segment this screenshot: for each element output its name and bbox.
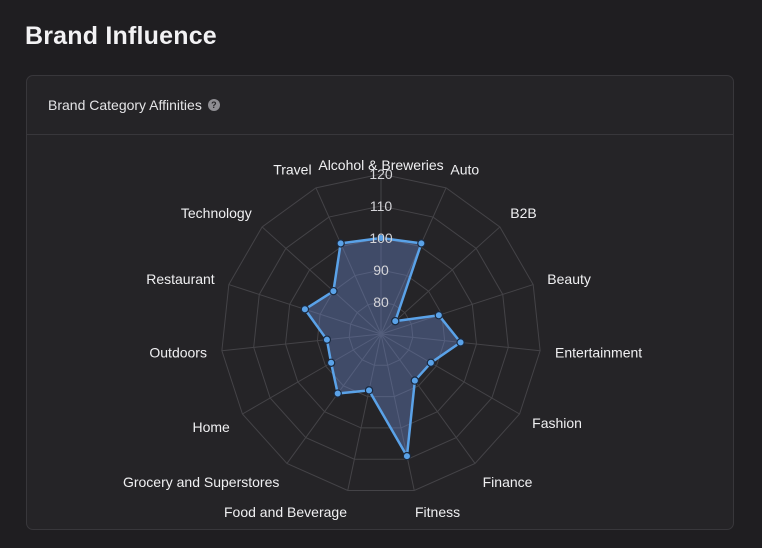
data-point[interactable] [326, 358, 336, 367]
data-point[interactable] [364, 386, 374, 395]
data-point[interactable] [376, 233, 386, 243]
data-point[interactable] [402, 451, 412, 461]
grid-spoke [315, 187, 382, 335]
grid-ring [285, 237, 477, 429]
card-title: Brand Category Affinities [48, 97, 202, 113]
category-label: Home [192, 419, 230, 435]
grid-spoke [347, 333, 382, 491]
grid-ring [253, 205, 509, 460]
category-label: Restaurant [146, 271, 215, 287]
data-point[interactable] [456, 338, 465, 347]
grid-spoke [380, 187, 447, 335]
series-area [303, 236, 462, 458]
grid-ring [221, 173, 541, 492]
category-label: Finance [483, 474, 533, 490]
grid-spoke [221, 333, 382, 352]
grid-spoke [380, 333, 520, 415]
grid-spoke [380, 333, 415, 491]
radar-category-labels: Alcohol & Breweries Auto B2B Beauty Entertai… [123, 157, 642, 520]
category-label: Food and Beverage [224, 504, 347, 520]
data-point[interactable] [300, 305, 310, 314]
data-point[interactable] [391, 316, 400, 326]
data-point[interactable] [434, 311, 444, 320]
category-label: Entertainment [555, 345, 642, 361]
grid-spoke [286, 333, 382, 464]
grid-ring [316, 269, 446, 398]
question-circle-icon[interactable]: ? [207, 99, 220, 111]
grid-spoke [380, 284, 534, 335]
category-label: Technology [181, 205, 252, 221]
category-label: Fashion [532, 415, 582, 431]
grid-spoke [380, 333, 476, 464]
card-header: Brand Category Affinities ? [27, 76, 733, 135]
category-label: B2B [510, 205, 536, 221]
category-label: Alcohol & Breweries [318, 157, 443, 173]
radar-series [300, 233, 465, 461]
data-point[interactable] [336, 239, 345, 248]
grid-spoke [261, 226, 382, 335]
grid-spoke [380, 226, 501, 335]
data-point[interactable] [333, 389, 342, 398]
radar-tick-labels: 80 90 100 110 120 [369, 166, 393, 310]
r-tick-label: 80 [373, 294, 389, 310]
category-label: Travel [273, 161, 311, 177]
data-point[interactable] [410, 376, 420, 385]
category-label: Fitness [415, 504, 460, 520]
grid-spoke [242, 333, 382, 415]
r-tick-label: 90 [373, 262, 389, 278]
data-point[interactable] [329, 286, 338, 296]
r-tick-label: 100 [369, 230, 393, 246]
category-label: Grocery and Superstores [123, 474, 279, 490]
data-point[interactable] [322, 335, 332, 344]
category-label: Outdoors [149, 345, 207, 361]
r-tick-label: 120 [369, 166, 393, 182]
data-point[interactable] [426, 358, 436, 367]
page-title: Brand Influence [25, 22, 217, 50]
r-tick-label: 110 [370, 198, 393, 214]
data-point[interactable] [417, 239, 426, 248]
category-label: Auto [450, 161, 479, 177]
category-label: Beauty [547, 271, 591, 287]
